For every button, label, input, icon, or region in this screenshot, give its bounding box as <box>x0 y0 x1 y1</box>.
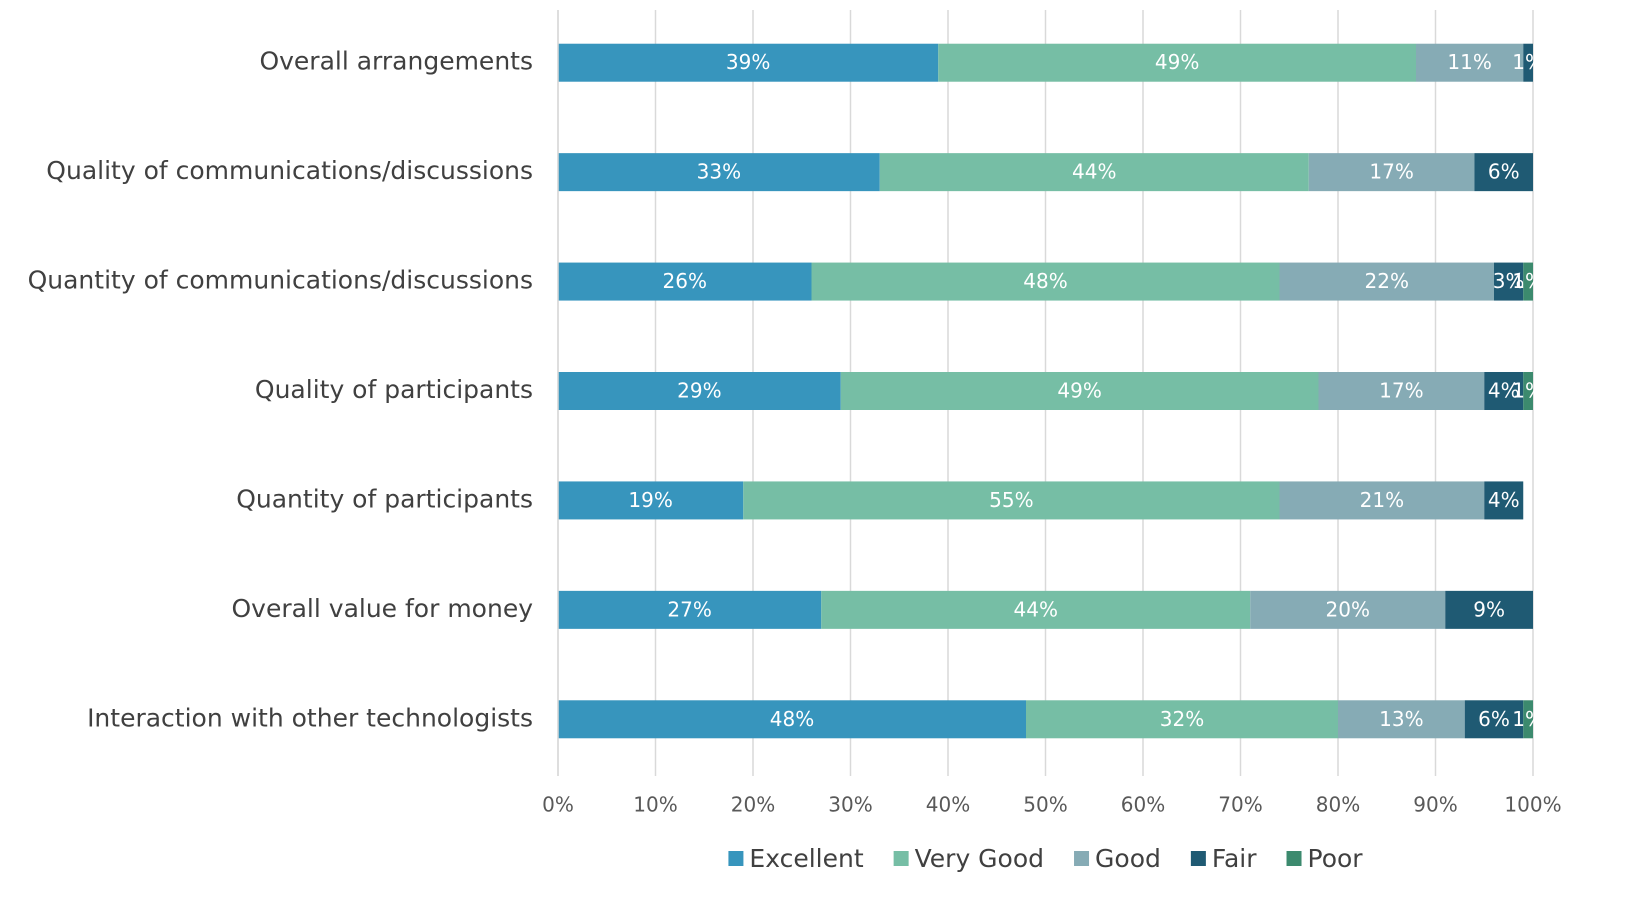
data-label: 4% <box>1488 488 1520 512</box>
legend-label: Very Good <box>915 844 1044 873</box>
legend-swatch <box>893 851 909 866</box>
data-label: 1% <box>1512 50 1544 74</box>
bar-segment <box>1416 43 1524 82</box>
x-tick-label: 50% <box>1023 793 1067 817</box>
x-tick-label: 10% <box>633 793 677 817</box>
data-label: 39% <box>726 50 770 74</box>
bar-segment <box>558 372 841 410</box>
bar-segment <box>1523 43 1533 82</box>
bar-segment <box>558 43 939 82</box>
data-label: 1% <box>1512 379 1544 403</box>
x-tick-label: 80% <box>1316 793 1360 817</box>
data-label: 27% <box>667 597 711 621</box>
category-label: Quality of communications/discussions <box>46 156 533 185</box>
data-label: 13% <box>1379 707 1423 731</box>
legend-swatch <box>1286 851 1302 866</box>
category-label: Quantity of communications/discussions <box>28 266 533 295</box>
bar-segment <box>1279 262 1494 301</box>
x-tick-label: 70% <box>1218 793 1262 817</box>
bar-segment <box>1494 262 1524 301</box>
bar-segment <box>1484 372 1524 410</box>
legend-swatch <box>1190 851 1206 866</box>
x-tick-label: 100% <box>1504 793 1561 817</box>
data-label: 9% <box>1473 597 1505 621</box>
bar-segment <box>558 153 880 192</box>
data-label: 48% <box>1023 269 1067 293</box>
legend-swatch <box>1074 851 1090 866</box>
category-label: Overall value for money <box>231 594 533 623</box>
bar-segment <box>743 481 1280 520</box>
bar-segment <box>1308 153 1475 192</box>
bar-segment <box>1318 372 1485 410</box>
category-label: Interaction with other technologists <box>87 703 533 732</box>
x-tick-label: 20% <box>731 793 775 817</box>
x-tick-label: 30% <box>828 793 872 817</box>
data-label: 6% <box>1488 160 1520 184</box>
bar-segment <box>821 590 1251 629</box>
data-label: 22% <box>1365 269 1409 293</box>
data-label: 3% <box>1493 269 1525 293</box>
data-label: 48% <box>770 707 814 731</box>
bar-segment <box>840 372 1319 410</box>
data-label: 49% <box>1057 379 1101 403</box>
bar-segment <box>1279 481 1485 520</box>
bar-segment <box>1464 700 1524 739</box>
data-label: 11% <box>1447 50 1491 74</box>
bar-segment <box>879 153 1309 192</box>
data-label: 44% <box>1014 597 1058 621</box>
legend-swatch <box>728 851 744 866</box>
bar-segment <box>1445 590 1533 629</box>
category-label: Quality of participants <box>255 375 533 404</box>
data-label: 21% <box>1360 488 1404 512</box>
bar-segment <box>1250 590 1446 629</box>
data-label: 1% <box>1512 269 1544 293</box>
bar-segment <box>1523 700 1533 739</box>
bar-segment <box>1026 700 1338 739</box>
data-label: 44% <box>1072 160 1116 184</box>
data-label: 32% <box>1160 707 1204 731</box>
bar-segment <box>1484 481 1524 520</box>
data-label: 4% <box>1488 379 1520 403</box>
bar-segment <box>558 262 812 301</box>
x-tick-label: 0% <box>542 793 574 817</box>
x-tick-label: 90% <box>1413 793 1457 817</box>
legend-label: Fair <box>1212 844 1257 873</box>
data-label: 6% <box>1478 707 1510 731</box>
data-label: 20% <box>1326 597 1370 621</box>
data-label: 29% <box>677 379 721 403</box>
data-label: 26% <box>663 269 707 293</box>
data-label: 19% <box>628 488 672 512</box>
data-label: 55% <box>989 488 1033 512</box>
bar-segment <box>811 262 1280 301</box>
bar-segment <box>1474 153 1533 192</box>
x-tick-label: 40% <box>926 793 970 817</box>
data-label: 17% <box>1369 160 1413 184</box>
legend-label: Good <box>1095 844 1161 873</box>
bar-segment <box>558 590 822 629</box>
bar-segment <box>1523 262 1533 301</box>
bar-segment <box>1338 700 1465 739</box>
data-label: 33% <box>697 160 741 184</box>
bar-segment <box>558 481 744 520</box>
data-label: 1% <box>1512 707 1544 731</box>
bar-segment <box>938 43 1416 82</box>
bar-segment <box>1523 372 1533 410</box>
category-label: Quantity of participants <box>236 484 533 513</box>
category-label: Overall arrangements <box>259 47 533 76</box>
data-label: 49% <box>1155 50 1199 74</box>
legend-label: Excellent <box>749 844 863 873</box>
x-tick-label: 60% <box>1121 793 1165 817</box>
data-label: 17% <box>1379 379 1423 403</box>
legend-label: Poor <box>1308 844 1364 873</box>
bar-segment <box>558 700 1026 739</box>
